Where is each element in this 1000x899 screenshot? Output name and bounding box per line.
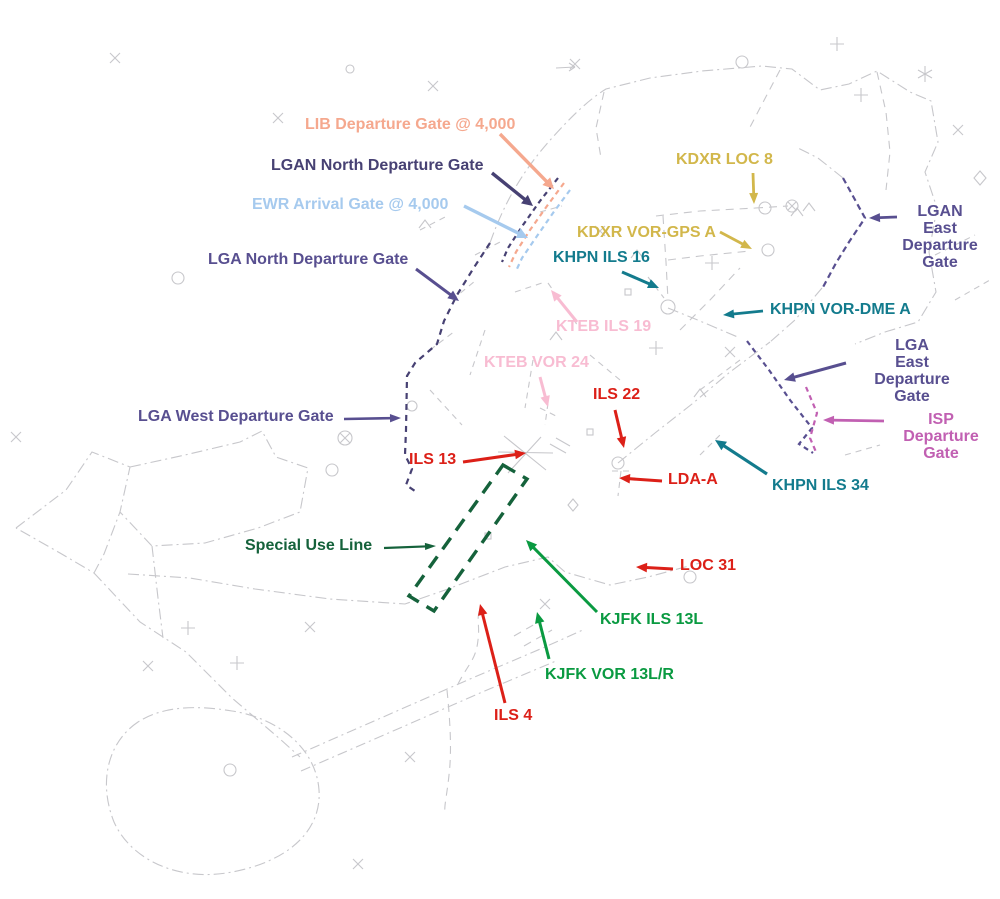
arrow-ewr-arrival-gate	[463, 204, 522, 237]
leader-arrows-layer	[343, 132, 898, 704]
label-khpn-vor-dme-a: KHPN VOR-DME A	[770, 301, 911, 318]
label-lga-west-departure-gate: LGA West Departure Gate	[138, 408, 334, 425]
arrow-khpn-ils-16	[621, 270, 653, 287]
gate-line-ewr-gate-line	[515, 189, 571, 272]
arrowhead-lib-departure-gate	[542, 177, 554, 189]
arrow-lib-departure-gate	[498, 132, 550, 185]
arrow-kjfk-vor-13l-r	[537, 619, 551, 660]
arrow-kteb-vor-24	[538, 376, 548, 400]
arrow-lgan-east-departure-gate	[876, 215, 898, 220]
arrowhead-kdxr-loc-8	[749, 192, 759, 204]
arrow-lga-east-departure-gate	[791, 361, 847, 380]
arrowhead-lgan-east-departure-gate	[869, 213, 881, 223]
label-kdxr-vor-gps-a: KDXR VOR-GPS A	[577, 224, 716, 241]
label-loc-31: LOC 31	[680, 557, 737, 574]
arrow-ils-13	[462, 452, 519, 464]
label-khpn-ils-34: KHPN ILS 34	[772, 477, 869, 494]
label-ils-13: ILS 13	[409, 451, 457, 468]
label-ewr-arrival-gate: EWR Arrival Gate @ 4,000	[252, 196, 449, 213]
label-ils-22: ILS 22	[593, 386, 641, 403]
arrow-ils-4	[480, 611, 507, 704]
arrowhead-lga-north-departure-gate	[447, 290, 459, 301]
arrow-lga-west-departure-gate	[343, 416, 394, 421]
arrow-khpn-ils-34	[720, 442, 768, 476]
arrowhead-isp-departure-gate	[823, 415, 835, 425]
arrowhead-ewr-arrival-gate	[515, 228, 528, 238]
arrowhead-lda-a	[619, 473, 631, 484]
arrowhead-ils-22	[616, 436, 627, 448]
arrowhead-kjfk-ils-13l	[526, 540, 538, 552]
gate-line-isp-gate-line	[804, 386, 819, 453]
map-symbols	[10, 37, 987, 870]
arrow-loc-31	[643, 565, 674, 571]
gate-line-lgan-north-gate-line	[500, 177, 559, 263]
label-kteb-vor-24: KTEB VOR 24	[484, 354, 589, 371]
arrowhead-special-use-line	[424, 542, 436, 550]
arrowhead-loc-31	[636, 562, 648, 573]
gate-line-lga-north-west-gate-line	[403, 242, 491, 494]
label-khpn-ils-16: KHPN ILS 16	[553, 249, 650, 266]
label-ils-4: ILS 4	[494, 707, 533, 724]
arrowhead-ils-13	[514, 449, 526, 460]
map-background-lines	[15, 65, 991, 876]
arrow-ils-22	[613, 409, 624, 441]
arrowhead-kteb-vor-24	[540, 395, 550, 407]
arrow-lga-north-departure-gate	[415, 267, 454, 298]
label-kjfk-vor-13l-r: KJFK VOR 13L/R	[545, 666, 674, 683]
arrowhead-lga-east-departure-gate	[784, 372, 796, 382]
arrowhead-kdxr-vor-gps-a	[740, 239, 752, 249]
gate-lines-layer	[403, 177, 867, 614]
arrow-lgan-north-departure-gate	[490, 171, 529, 203]
arrow-special-use-line	[383, 545, 429, 550]
gate-line-lib-gate-line	[508, 182, 565, 268]
label-kteb-ils-19: KTEB ILS 19	[556, 318, 652, 335]
label-lib-departure-gate: LIB Departure Gate @ 4,000	[305, 116, 516, 133]
label-lda-a: LDA-A	[668, 471, 718, 488]
gate-line-special-use-box	[406, 462, 530, 614]
label-kjfk-ils-13l: KJFK ILS 13L	[600, 611, 704, 628]
label-kdxr-loc-8: KDXR LOC 8	[676, 151, 773, 168]
label-lgan-north-departure-gate: LGAN North Departure Gate	[271, 157, 484, 174]
arrow-kdxr-vor-gps-a	[719, 230, 746, 247]
label-lga-north-departure-gate: LGA North Departure Gate	[208, 251, 409, 268]
label-isp-departure-gate: ISP Departure Gate	[903, 411, 979, 462]
gate-line-lgan-east-gate-line	[821, 177, 867, 290]
arrowhead-khpn-ils-34	[715, 440, 728, 451]
arrowhead-lga-west-departure-gate	[389, 414, 401, 423]
arrow-kteb-ils-19	[554, 295, 579, 323]
arrowhead-ils-4	[478, 604, 488, 616]
arrow-khpn-vor-dme-a	[730, 309, 764, 316]
arrow-kjfk-ils-13l	[530, 544, 599, 614]
arrowhead-khpn-vor-dme-a	[723, 309, 735, 319]
gate-line-lga-east-gate-line	[746, 340, 814, 454]
label-lga-east-departure-gate: LGA East Departure Gate	[874, 337, 950, 405]
arrow-kdxr-loc-8	[751, 172, 756, 197]
arrowhead-lgan-north-departure-gate	[521, 194, 533, 206]
arrowhead-khpn-ils-16	[646, 279, 659, 289]
arrowhead-kteb-ils-19	[551, 290, 562, 302]
label-lgan-east-departure-gate: LGAN East Departure Gate	[902, 203, 978, 271]
label-special-use-line: Special Use Line	[245, 537, 373, 554]
arrowhead-kjfk-vor-13l-r	[535, 612, 545, 624]
arrow-isp-departure-gate	[830, 418, 885, 423]
arrow-lda-a	[626, 477, 663, 483]
